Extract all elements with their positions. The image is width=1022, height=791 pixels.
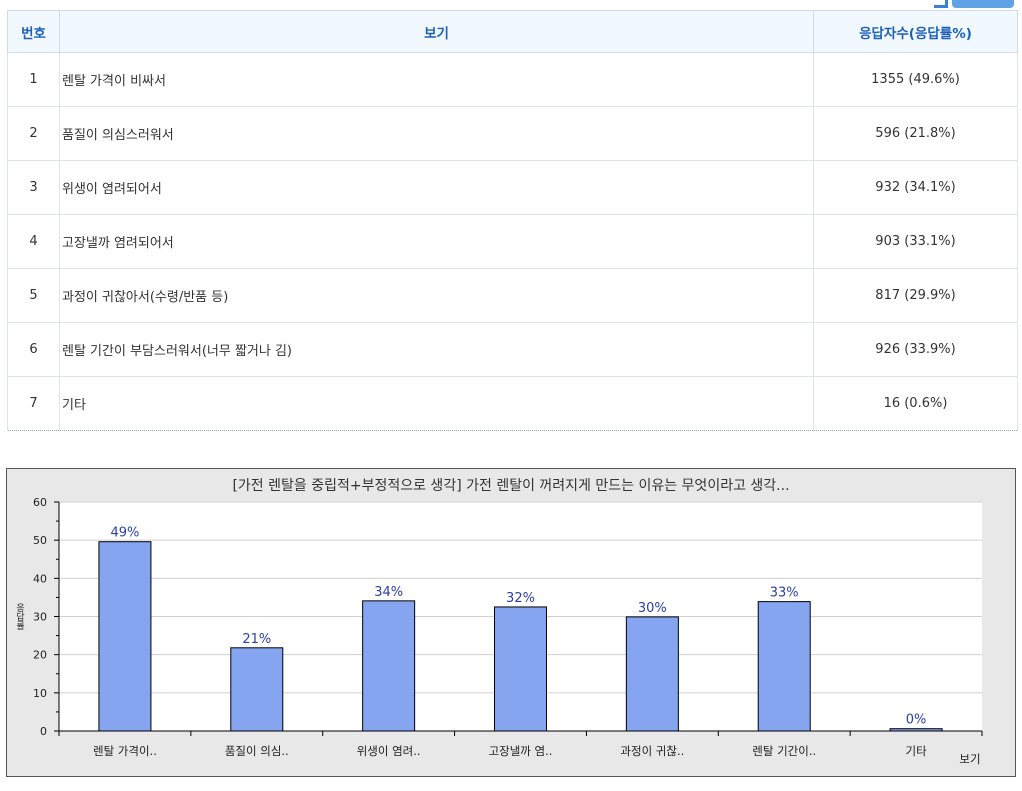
header-count: 응답자수(응답률%) <box>813 10 1018 53</box>
row-count: 1355 (49.6%) <box>813 52 1018 107</box>
row-option: 기타 <box>59 376 814 431</box>
row-count: 932 (34.1%) <box>813 160 1018 215</box>
data-label: 0% <box>906 713 927 728</box>
row-option: 위생이 염려되어서 <box>59 160 814 215</box>
y-axis-label: 응답률 <box>14 603 24 630</box>
row-count: 16 (0.6%) <box>813 376 1018 431</box>
bar <box>889 728 943 732</box>
x-tick-label: 렌탈 가격이.. <box>93 744 157 758</box>
data-label: 30% <box>638 601 667 616</box>
data-label: 33% <box>770 586 799 601</box>
table-row: 3 위생이 염려되어서 932 (34.1%) <box>7 160 1018 215</box>
y-tick-label: 50 <box>33 534 47 547</box>
x-axis-label: 보기 <box>959 752 980 766</box>
header-option: 보기 <box>59 10 814 53</box>
data-label: 21% <box>242 632 271 647</box>
row-count: 596 (21.8%) <box>813 106 1018 161</box>
row-num: 7 <box>7 376 60 431</box>
row-option: 품질이 의심스러워서 <box>59 106 814 161</box>
bar-chart: 0 10 20 30 40 50 60 49% 렌탈 가격이.. 21% 품질이 의심.. 34% 위생… <box>14 496 983 766</box>
x-tick-label: 과정이 귀찮.. <box>620 744 684 758</box>
y-tick-label: 0 <box>40 725 47 738</box>
row-num: 1 <box>7 52 60 107</box>
y-tick-label: 60 <box>33 496 47 509</box>
row-count: 903 (33.1%) <box>813 214 1018 269</box>
row-count: 926 (33.9%) <box>813 322 1018 377</box>
row-option: 고장낼까 염려되어서 <box>59 214 814 269</box>
bar <box>230 647 284 732</box>
table-row: 4 고장낼까 염려되어서 903 (33.1%) <box>7 214 1018 269</box>
row-option: 과정이 귀찮아서(수령/반품 등) <box>59 268 814 323</box>
data-label: 34% <box>374 585 403 600</box>
x-tick-label: 렌탈 기간이.. <box>752 744 816 758</box>
x-tick-label: 고장낼까 염.. <box>489 744 553 758</box>
chart-panel: [가전 렌탈을 중립적+부정적으로 생각] 가전 렌탈이 꺼려지게 만드는 이유… <box>6 468 1016 777</box>
row-num: 3 <box>7 160 60 215</box>
header-num: 번호 <box>7 10 60 53</box>
y-tick-label: 30 <box>33 611 47 624</box>
row-num: 2 <box>7 106 60 161</box>
table-header-row: 번호 보기 응답자수(응답률%) <box>7 10 1018 53</box>
row-count: 817 (29.9%) <box>813 268 1018 323</box>
corner-bracket-icon <box>934 0 948 8</box>
chart-title: [가전 렌탈을 중립적+부정적으로 생각] 가전 렌탈이 꺼려지게 만드는 이유… <box>232 478 790 494</box>
data-label: 49% <box>110 526 139 541</box>
x-tick-label: 기타 <box>905 744 927 758</box>
y-tick-label: 20 <box>33 649 47 662</box>
table-row: 6 렌탈 기간이 부담스러워서(너무 짧거나 김) 926 (33.9%) <box>7 322 1018 377</box>
bar <box>362 600 416 732</box>
bar <box>494 606 547 732</box>
y-tick-label: 10 <box>33 687 47 700</box>
bar <box>625 616 679 732</box>
bar <box>98 541 152 732</box>
x-tick-label: 위생이 염려.. <box>357 744 421 758</box>
row-option: 렌탈 가격이 비싸서 <box>59 52 814 107</box>
y-tick-label: 40 <box>33 572 47 585</box>
table-row: 5 과정이 귀찮아서(수령/반품 등) 817 (29.9%) <box>7 268 1018 323</box>
bar <box>757 601 811 732</box>
response-table: 번호 보기 응답자수(응답률%) 1 렌탈 가격이 비싸서 1355 (49.6… <box>7 10 1018 431</box>
table-row: 1 렌탈 가격이 비싸서 1355 (49.6%) <box>7 52 1018 107</box>
corner-tab-button[interactable] <box>952 0 1014 8</box>
table-row: 7 기타 16 (0.6%) <box>7 376 1018 431</box>
row-option: 렌탈 기간이 부담스러워서(너무 짧거나 김) <box>59 322 814 377</box>
data-label: 32% <box>506 591 535 606</box>
row-num: 6 <box>7 322 60 377</box>
table-row: 2 품질이 의심스러워서 596 (21.8%) <box>7 106 1018 161</box>
row-num: 4 <box>7 214 60 269</box>
row-num: 5 <box>7 268 60 323</box>
x-tick-label: 품질이 의심.. <box>225 744 289 758</box>
top-corner-decoration <box>934 0 1014 10</box>
